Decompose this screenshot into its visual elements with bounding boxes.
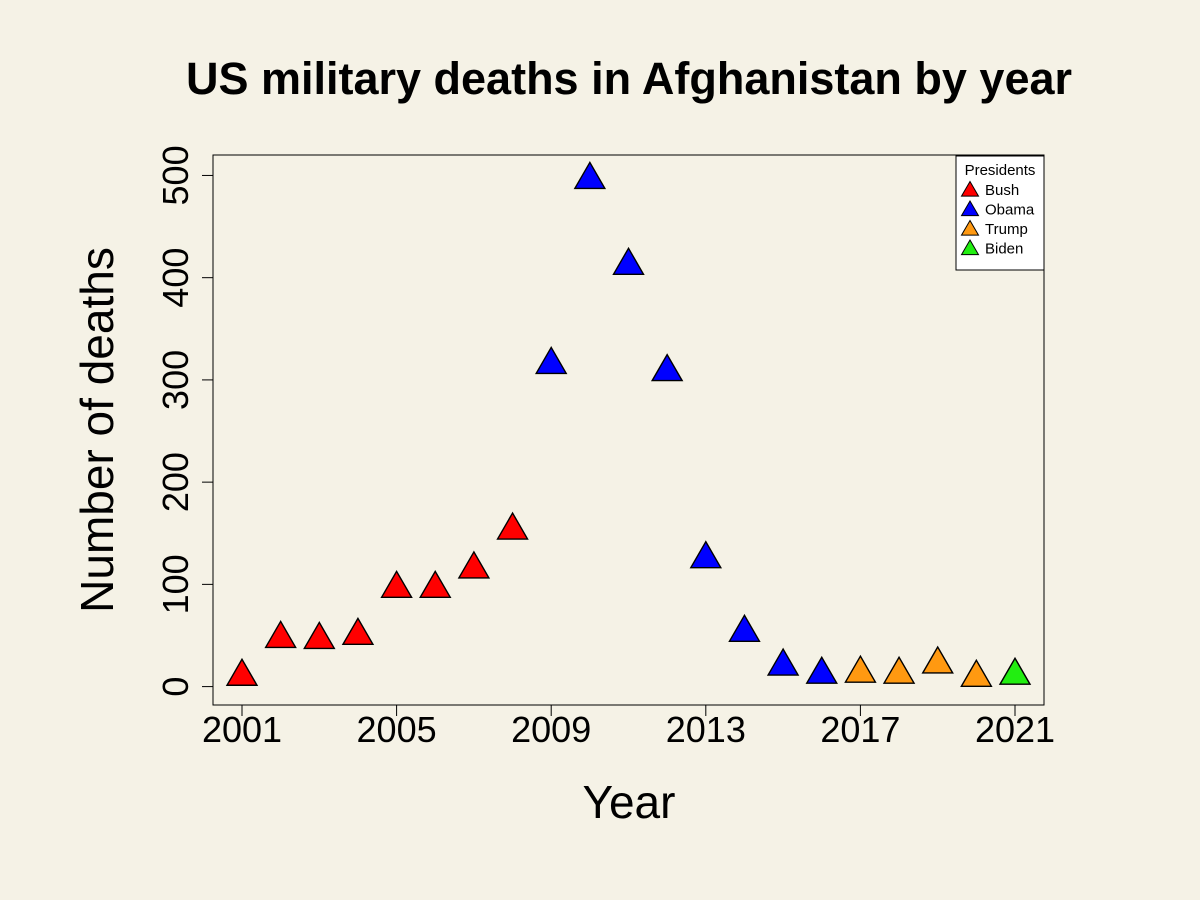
legend-marker (960, 180, 980, 197)
legend: Presidents Bush Obama Trump Biden (955, 155, 1045, 271)
data-point (303, 621, 336, 650)
x-tick-label: 2001 (202, 709, 282, 750)
data-point (419, 569, 452, 599)
data-point (882, 655, 916, 684)
legend-label: Trump (985, 221, 1028, 238)
y-tick-label: 400 (155, 248, 196, 308)
data-point (341, 616, 375, 646)
data-points (225, 161, 1032, 687)
legend-label: Obama (985, 202, 1035, 219)
y-tick-label: 500 (155, 145, 196, 205)
y-axis-title: Number of deaths (71, 247, 123, 613)
x-tick-label: 2013 (666, 709, 746, 750)
data-point (612, 246, 645, 275)
chart-title: US military deaths in Afghanistan by yea… (186, 53, 1072, 104)
data-point (534, 346, 568, 375)
data-point (689, 540, 723, 569)
x-tick-label: 2021 (975, 709, 1055, 750)
data-point (921, 645, 954, 674)
data-point (766, 647, 800, 676)
data-point (998, 656, 1032, 685)
y-tick-label: 100 (155, 554, 196, 614)
data-point (650, 353, 684, 382)
data-point (264, 620, 297, 649)
data-point (573, 161, 607, 190)
y-tick-label: 0 (155, 677, 196, 697)
data-point (805, 655, 838, 684)
data-point (225, 657, 259, 686)
y-axis: 0 100 200 300 400 500 (155, 145, 213, 697)
x-tick-label: 2009 (511, 709, 591, 750)
data-point (728, 613, 761, 642)
legend-label: Biden (985, 241, 1023, 258)
legend-marker (960, 219, 980, 236)
x-axis: 2001 2005 2009 2013 2017 2021 (202, 705, 1055, 750)
x-axis-title: Year (583, 776, 676, 828)
legend-title: Presidents (965, 162, 1036, 179)
x-tick-label: 2017 (820, 709, 900, 750)
legend-marker (960, 199, 980, 217)
data-point (380, 569, 413, 599)
legend-marker (960, 238, 980, 256)
data-point (960, 658, 993, 687)
x-tick-label: 2005 (357, 709, 437, 750)
data-point (496, 511, 529, 540)
y-tick-label: 200 (155, 452, 196, 512)
plot-area (212, 154, 1045, 706)
data-point (457, 550, 491, 579)
y-tick-label: 300 (155, 350, 196, 410)
legend-label: Bush (985, 182, 1019, 199)
data-point (844, 654, 877, 683)
